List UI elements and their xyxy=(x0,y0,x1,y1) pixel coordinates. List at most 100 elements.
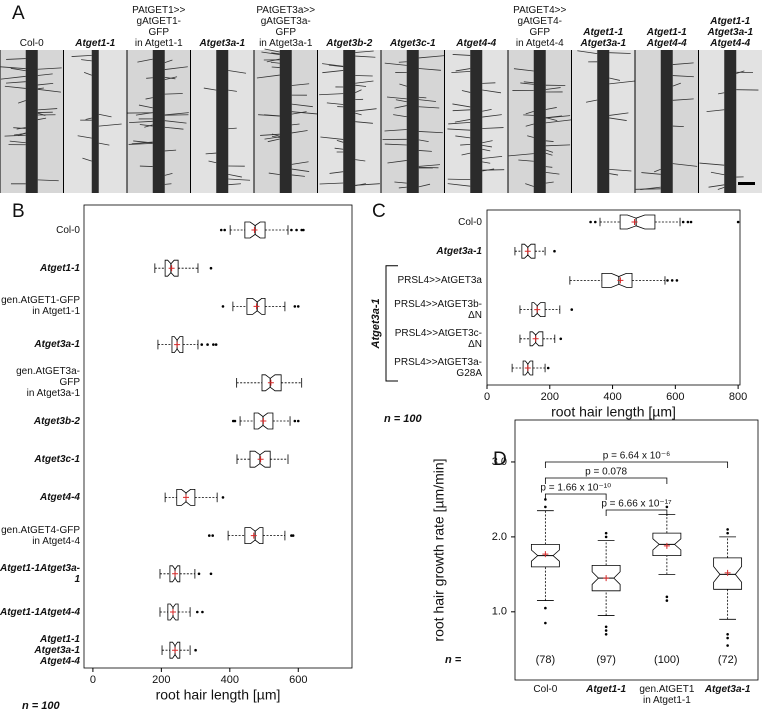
panel-a-label: PAtGET3a>> gAtGET3a-GFP in Atget3a-1 xyxy=(256,5,316,49)
outlier xyxy=(604,535,608,539)
outlier xyxy=(726,636,729,640)
root-hair xyxy=(355,159,366,162)
root-hair xyxy=(455,68,471,72)
root-hair xyxy=(585,99,598,103)
root-hair xyxy=(452,103,471,108)
root-hair xyxy=(268,172,280,175)
panel-a-label: Atget3c-1 xyxy=(389,38,436,49)
root-hair xyxy=(545,181,554,184)
x-tick-label: 800 xyxy=(729,391,747,403)
root-hair xyxy=(228,70,247,74)
root-hair xyxy=(710,171,725,176)
count-label: (100) xyxy=(654,654,680,666)
root-hair xyxy=(393,114,407,118)
root-hair xyxy=(418,131,443,134)
outlier xyxy=(296,419,300,423)
x-tick-label: 400 xyxy=(221,674,239,686)
root xyxy=(279,50,292,193)
plot-frame xyxy=(486,209,741,386)
root-hair xyxy=(334,147,344,150)
root-hair xyxy=(85,117,92,120)
root-hair xyxy=(518,159,534,162)
root-hair xyxy=(384,143,407,146)
p-value: p = 0.078 xyxy=(585,467,627,478)
root-hair xyxy=(609,173,619,176)
x-tick-label: 200 xyxy=(541,391,559,403)
root-hair xyxy=(395,99,407,103)
panel-a-label: Atget1-1 Atget4-4 xyxy=(646,27,687,49)
x-tick-label-box: Atget3a-1 xyxy=(705,684,751,695)
root-hair xyxy=(525,123,534,127)
root-hair xyxy=(355,50,374,53)
mean-marker xyxy=(524,365,531,371)
root-hair xyxy=(482,140,493,144)
outlier xyxy=(544,606,547,610)
root-hair xyxy=(452,54,471,56)
panel-a-label: Atget1-1 Atget3a-1 xyxy=(580,27,627,49)
y-tick-label: PRSL4>>AtGET3b-ΔN xyxy=(394,298,482,321)
root xyxy=(724,50,737,193)
outlier xyxy=(195,610,199,614)
y-axis-title: root hair growth rate [µm/min] xyxy=(431,458,447,641)
panel-a-label: Atget1-1 Atget3a-1 Atget4-4 xyxy=(707,16,754,49)
root-hair xyxy=(418,164,440,167)
root-hair xyxy=(164,66,188,70)
root-hair xyxy=(394,105,407,109)
root xyxy=(91,50,99,193)
root-hair xyxy=(98,123,122,127)
panel-a-label-box: Atget3c-1 xyxy=(389,38,436,49)
x-tick-label: 600 xyxy=(666,391,684,403)
root-hair xyxy=(258,114,280,117)
mean-marker xyxy=(172,570,179,577)
root-hair xyxy=(672,163,698,167)
y-tick-label-box: Atget4-4 xyxy=(40,492,80,503)
mean-marker xyxy=(617,277,624,284)
root-hair xyxy=(545,115,563,119)
root-hair xyxy=(77,135,92,139)
outlier xyxy=(209,572,213,576)
outlier xyxy=(302,228,305,232)
plot-frame xyxy=(83,204,353,669)
root xyxy=(533,50,546,193)
panel-a-label-box: PAtGET1>> gAtGET1-GFP in Atget1-1 xyxy=(132,5,186,49)
panel-a-label-box: Atget3b-2 xyxy=(326,38,372,49)
y-tick-label: gen.AtGET3a-GFP in Atget3a-1 xyxy=(16,366,80,400)
group-bracket xyxy=(385,265,398,382)
y-tick-label-box: PRSL4>>AtGET3a-G28A xyxy=(394,357,482,379)
root-hair xyxy=(228,127,237,130)
root-hair xyxy=(641,172,661,175)
p-value: p = 6.66 x 10⁻¹⁷ xyxy=(601,499,672,510)
root-hair xyxy=(461,90,471,93)
root-hair xyxy=(355,183,366,186)
mean-marker xyxy=(172,647,179,654)
root-hair xyxy=(228,178,251,181)
mean-marker xyxy=(260,418,267,424)
root xyxy=(406,50,419,193)
outlier xyxy=(291,534,295,537)
x-axis-title: root hair length [µm] xyxy=(156,687,281,703)
root-hair xyxy=(418,139,429,143)
y-tick-label: Atget3c-1 xyxy=(34,453,80,465)
root-hair xyxy=(128,142,153,145)
root-hair xyxy=(384,129,407,132)
root-hair xyxy=(164,126,184,130)
root-hair xyxy=(482,108,492,112)
outlier xyxy=(604,625,608,629)
y-tick-label: Atget1-1Atget3a-1 xyxy=(0,562,80,585)
root-hair xyxy=(386,96,407,100)
panel-a-label-box: Atget4-4 xyxy=(456,38,496,49)
mean-marker xyxy=(169,609,176,615)
panel-a-label: PAtGET1>> gAtGET1-GFP in Atget1-1 xyxy=(132,5,186,49)
root-hair xyxy=(523,81,534,84)
root-hair xyxy=(482,148,491,152)
outlier xyxy=(221,496,225,499)
panel-letter: A xyxy=(12,3,25,24)
outlier xyxy=(604,629,608,632)
root-hair xyxy=(164,93,183,95)
root-hair xyxy=(320,136,344,140)
root-hair xyxy=(9,140,26,144)
y-tick-label-box: gen.AtGET3a-GFP in Atget3a-1 xyxy=(16,366,80,400)
root-hair xyxy=(98,113,112,118)
root-hair xyxy=(146,77,153,79)
annotation: n = 100 xyxy=(384,413,422,425)
